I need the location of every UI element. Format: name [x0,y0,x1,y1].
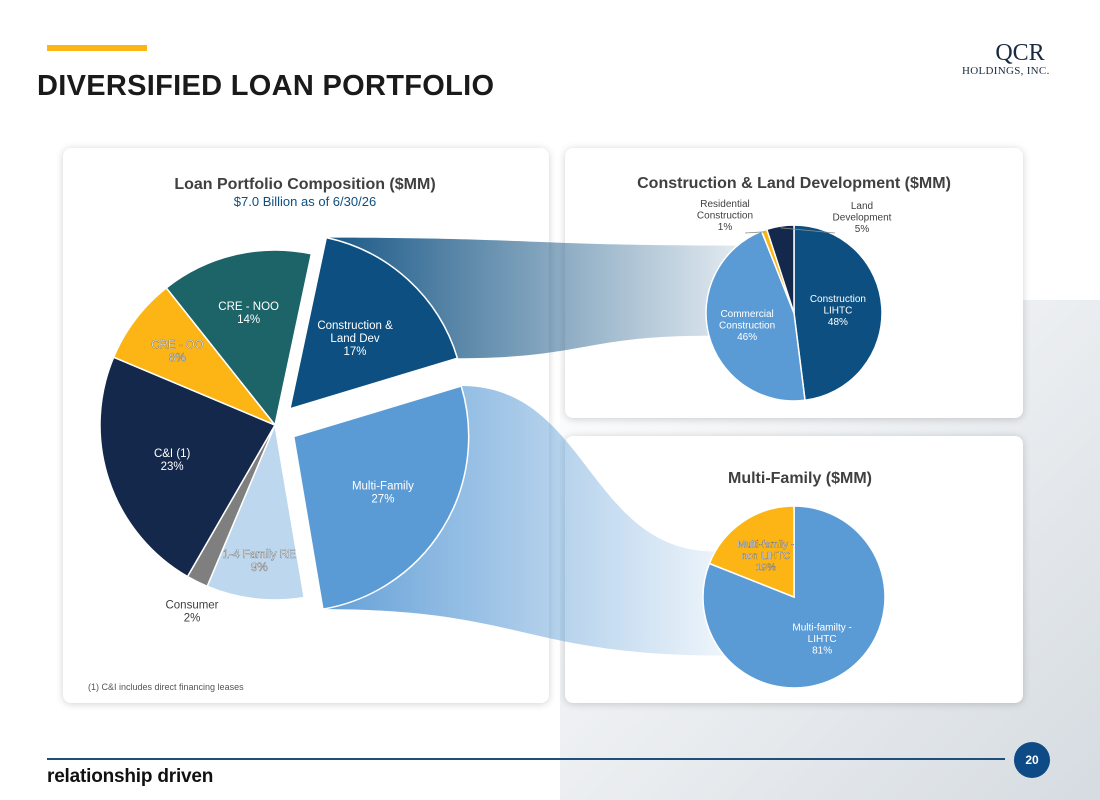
construction-chart-title: Construction & Land Development ($MM) [637,175,951,192]
label-cre-oo: CRE - OO 8% [151,339,203,364]
construction-land-pie: Construction LIHTC 48% Commercial Constructi… [697,199,892,402]
title-accent-bar [47,45,147,51]
label-1-4-family-re: 1-4 Family RE 9% [223,549,296,574]
company-logo: QCR HOLDINGS, INC. [962,40,1062,77]
slice-cre-noo [165,249,313,427]
label-multi-family-non-lihtc: Multi-family -non LIHTC 19% [738,540,795,574]
logo-line-1: QCR [995,40,1045,66]
loan-portfolio-pie: Construction & Land Dev 17% Multi-Family 27%… [99,236,470,625]
label-construction-land-dev: Construction & Land Dev 17% [317,320,393,358]
slice-land-development [765,224,795,314]
slice-1-4-family-re [206,422,306,601]
slice-construction-land-dev [288,236,459,410]
multi-family-pie: Multi-familty -LIHTC 81% Multi-family -non… [702,505,886,689]
footer-divider [47,758,1005,760]
slice-c-i-1 [99,356,277,578]
footer-tagline: relationship driven [47,766,214,787]
label-multi-family: Multi-Family 27% [352,480,414,505]
page-number-badge: 20 [1014,742,1050,778]
leader-line [780,227,836,234]
label-c-i-1: C&I (1) 23% [154,448,191,473]
logo-line-2: HOLDINGS, INC. [962,65,1050,77]
main-chart-title: Loan Portfolio Composition ($MM) [174,176,435,193]
slice-commercial-construction [705,230,806,402]
main-chart-subtitle: $7.0 Billion as of 6/30/26 [234,194,376,209]
label-multi-familty-lihtc: Multi-familty -LIHTC 81% [792,622,851,656]
leader-line [744,231,765,234]
slice-construction-lihtc [793,224,883,402]
label-land-development: Land Development 5% [833,201,892,235]
label-consumer: Consumer 2% [165,600,218,625]
label-commercial-construction: Commercial Construction 46% [719,309,775,343]
footnote: (1) C&I includes direct financing leases [88,682,244,692]
multifamily-chart-title: Multi-Family ($MM) [728,470,872,487]
page-title: DIVERSIFIED LOAN PORTFOLIO [37,70,495,102]
label-cre-noo: CRE - NOO 14% [218,301,279,326]
slice-multi-family-non-lihtc [708,505,795,599]
label-residential-construction: Residential Construction 1% [697,199,753,233]
label-construction-lihtc: Construction LIHTC 48% [810,294,866,328]
slice-multi-family [292,385,470,611]
